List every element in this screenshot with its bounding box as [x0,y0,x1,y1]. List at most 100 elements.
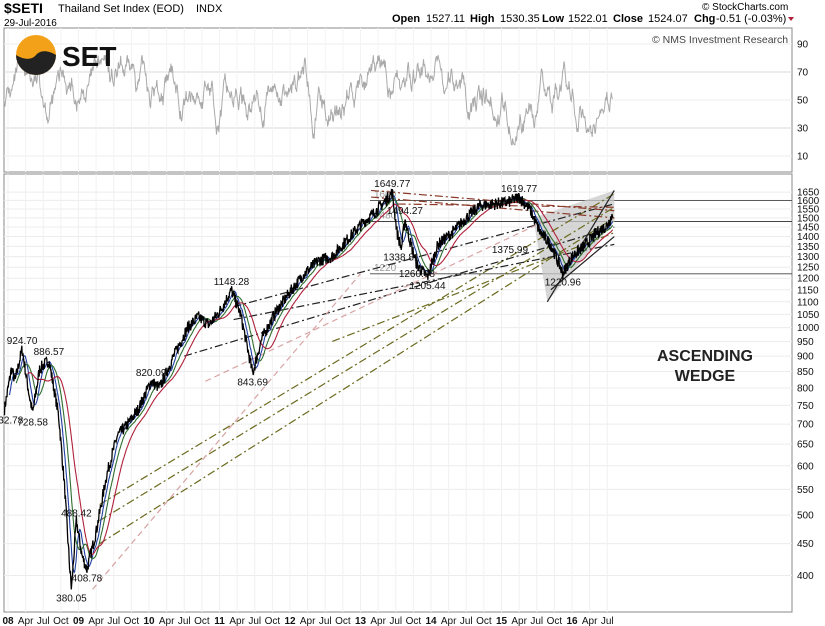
wedge-area [533,190,615,302]
rsi-path [4,53,613,146]
time-tick-label: 16 [566,616,578,626]
time-tick-label: Oct [335,616,351,626]
open-label: Open [392,13,420,25]
time-tick-label: Oct [124,616,140,626]
price-annotation: 1205.44 [409,281,446,292]
price-tick-label: 1050 [797,310,820,321]
y-axis: 1650160015501500145014001350130012501200… [797,40,820,582]
high-label: High [470,13,495,25]
time-tick-label: Jul [248,616,261,626]
price-annotation: 380.05 [56,593,87,604]
low-label: Low [542,13,564,25]
time-tick-label: 13 [355,616,367,626]
index-type: INDX [196,3,223,15]
time-tick-label: Jul [460,616,473,626]
x-axis: 08 Apr Jul Oct 09 Apr Jul Oct 10 Apr Jul Oct 11 Apr Ju… [2,616,613,626]
price-tick-label: 1250 [797,263,820,274]
low-value: 1522.01 [568,13,608,25]
price-annotation: 408.78 [72,574,103,585]
price-annotation: 1148.28 [214,277,250,288]
time-tick-label: Apr [300,616,316,626]
price-annotation: 728.58 [17,417,48,428]
price-tick-label: 650 [797,440,814,451]
price-tick-label: 850 [797,367,814,378]
time-tick-label: 14 [425,616,437,626]
price-tick-label: 500 [797,511,814,522]
price-tick-label: 1000 [797,323,820,334]
annotation-line-1: ASCENDING [657,348,753,365]
open-value: 1527.11 [426,13,465,25]
rsi-tick-label: 90 [797,40,809,51]
time-tick-label: 15 [496,616,508,626]
price-annotation: 732.78 [0,416,24,427]
wedge-shade [533,190,615,302]
ticker: $SETI [4,0,43,16]
close-value: 1524.07 [648,13,688,25]
chg-value: -0.51 (-0.03%) [716,13,786,25]
price-tick-label: 1300 [797,252,820,263]
trendline [92,273,361,590]
price-line [3,188,614,590]
time-tick-label: Apr [441,616,457,626]
time-tick-label: Jul [178,616,191,626]
price-annotation: 1619.77 [501,184,538,195]
rsi-tick-label: 10 [797,152,809,163]
trendline [371,196,615,219]
time-tick-label: 12 [284,616,296,626]
annotation-line-2: WEDGE [675,368,736,385]
price-annotation: 1260.08 [399,269,436,280]
level-label: 1480 [374,210,397,221]
time-tick-label: Oct [53,616,69,626]
time-tick-label: Jul [37,616,50,626]
price-annotation: 1338.81 [383,253,420,264]
close-label: Close [613,13,643,25]
price-tick-label: 1500 [797,213,820,224]
time-tick-label: Apr [159,616,175,626]
level-label: 1600 [374,189,397,200]
time-tick-label: Oct [406,616,422,626]
rsi-tick-label: 70 [797,68,809,79]
price-annotation: 1494.27 [387,206,424,217]
time-tick-label: Jul [107,616,120,626]
trendline [205,220,545,382]
level-label: 1220 [374,263,397,274]
time-tick-label: Apr [582,616,598,626]
rsi-tick-label: 50 [797,96,809,107]
price-tick-label: 1550 [797,204,820,215]
price-annotation: 1649.77 [374,179,411,190]
price-tick-label: 750 [797,401,814,412]
time-tick-label: 11 [214,616,225,626]
time-tick-label: 10 [143,616,155,626]
price-tick-label: 1600 [797,196,820,207]
price-tick-label: 1650 [797,188,820,199]
price-tick-label: 1100 [797,297,819,308]
price-annotation: 1220.96 [545,278,582,289]
rsi-line [4,53,613,146]
price-panel [3,173,793,613]
price-tick-label: 900 [797,352,814,363]
brand: © StockCharts.com [702,2,788,13]
price-tick-label: 550 [797,485,814,496]
time-tick-label: Jul [389,616,402,626]
price-annotation: 843.69 [237,378,268,389]
price-tick-label: 1400 [797,232,820,243]
price-series [3,188,614,590]
high-value: 1530.35 [500,13,540,25]
price-tick-label: 950 [797,337,814,348]
trendline [233,243,615,321]
time-tick-label: Oct [476,616,492,626]
credit: © NMS Investment Research [652,34,788,46]
time-tick-label: 09 [73,616,85,626]
time-tick-label: Oct [265,616,281,626]
price-grid: 1600 1480 1220 [4,28,792,612]
price-tick-label: 1150 [797,285,819,296]
time-tick-label: Jul [319,616,332,626]
trendline [550,236,615,291]
set-logo: SET [16,35,116,75]
price-annotation: 820.09 [136,368,167,379]
date: 29-Jul-2016 [4,18,57,29]
price-tick-label: 700 [797,420,814,431]
time-tick-label: Jul [601,616,614,626]
